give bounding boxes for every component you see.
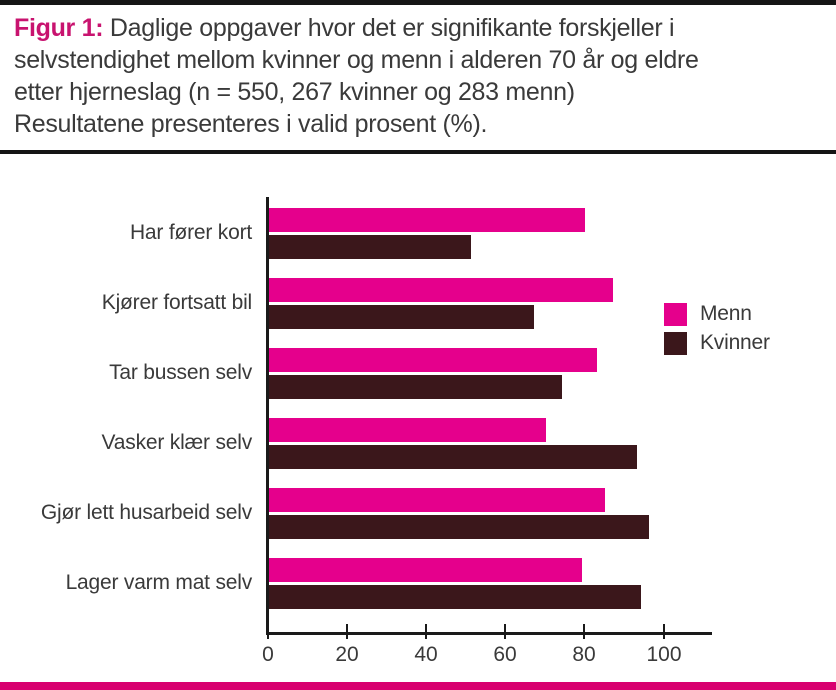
bar-kvinner <box>269 235 471 259</box>
category-label: Lager varm mat selv <box>65 571 253 594</box>
caption-divider-rule <box>0 150 836 154</box>
x-tick <box>346 624 348 639</box>
legend-swatch-menn <box>664 302 687 326</box>
caption-line-1: Figur 1: Daglige oppgaver hvor det er si… <box>14 12 824 44</box>
x-tick <box>425 624 427 639</box>
legend-swatch-kvinner <box>664 331 687 355</box>
caption-line-3: etter hjerneslag (n = 550, 267 kvinner o… <box>14 78 575 106</box>
bar-kvinner <box>269 375 562 399</box>
bar-kvinner <box>269 305 534 329</box>
x-tick-label: 40 <box>414 643 438 666</box>
bottom-accent-strip <box>0 682 836 690</box>
category-label: Gjør lett husarbeid selv <box>40 501 252 524</box>
category-label: Kjører fortsatt bil <box>101 291 252 314</box>
x-tick-label: 0 <box>262 643 274 666</box>
category-label: Har fører kort <box>129 221 252 244</box>
legend-item-menn: Menn <box>664 302 770 326</box>
caption-line-2: selvstendighet mellom kvinner og menn i … <box>14 46 699 74</box>
x-tick-label: 20 <box>335 643 359 666</box>
caption-line-4: Resultatene presenteres i valid prosent … <box>14 110 488 138</box>
x-tick <box>663 624 665 639</box>
legend-item-kvinner: Kvinner <box>664 331 770 355</box>
bar-menn <box>269 418 546 442</box>
x-tick-label: 80 <box>572 643 596 666</box>
bar-kvinner <box>269 585 641 609</box>
bar-menn <box>269 558 582 582</box>
bar-menn <box>269 208 585 232</box>
y-axis-line <box>266 197 269 635</box>
figure-number-label: Figur 1: <box>14 14 104 42</box>
category-label: Tar bussen selv <box>109 361 252 384</box>
bar-menn <box>269 278 613 302</box>
bar-kvinner <box>269 515 649 539</box>
x-tick-label: 100 <box>646 643 682 666</box>
legend-label: Kvinner <box>700 331 770 354</box>
x-tick <box>504 624 506 639</box>
x-axis-line <box>266 632 712 635</box>
caption-text-1: Daglige oppgaver hvor det er signifikant… <box>109 14 675 42</box>
x-tick-label: 60 <box>493 643 517 666</box>
x-tick <box>583 624 585 639</box>
bar-kvinner <box>269 445 637 469</box>
bar-menn <box>269 488 605 512</box>
legend-label: Menn <box>700 302 752 325</box>
x-tick <box>267 624 269 639</box>
figure-caption: Figur 1: Daglige oppgaver hvor det er si… <box>14 12 824 140</box>
category-label: Vasker klær selv <box>101 431 253 454</box>
top-rule <box>0 0 836 5</box>
bar-menn <box>269 348 597 372</box>
legend: Menn Kvinner <box>664 302 770 360</box>
